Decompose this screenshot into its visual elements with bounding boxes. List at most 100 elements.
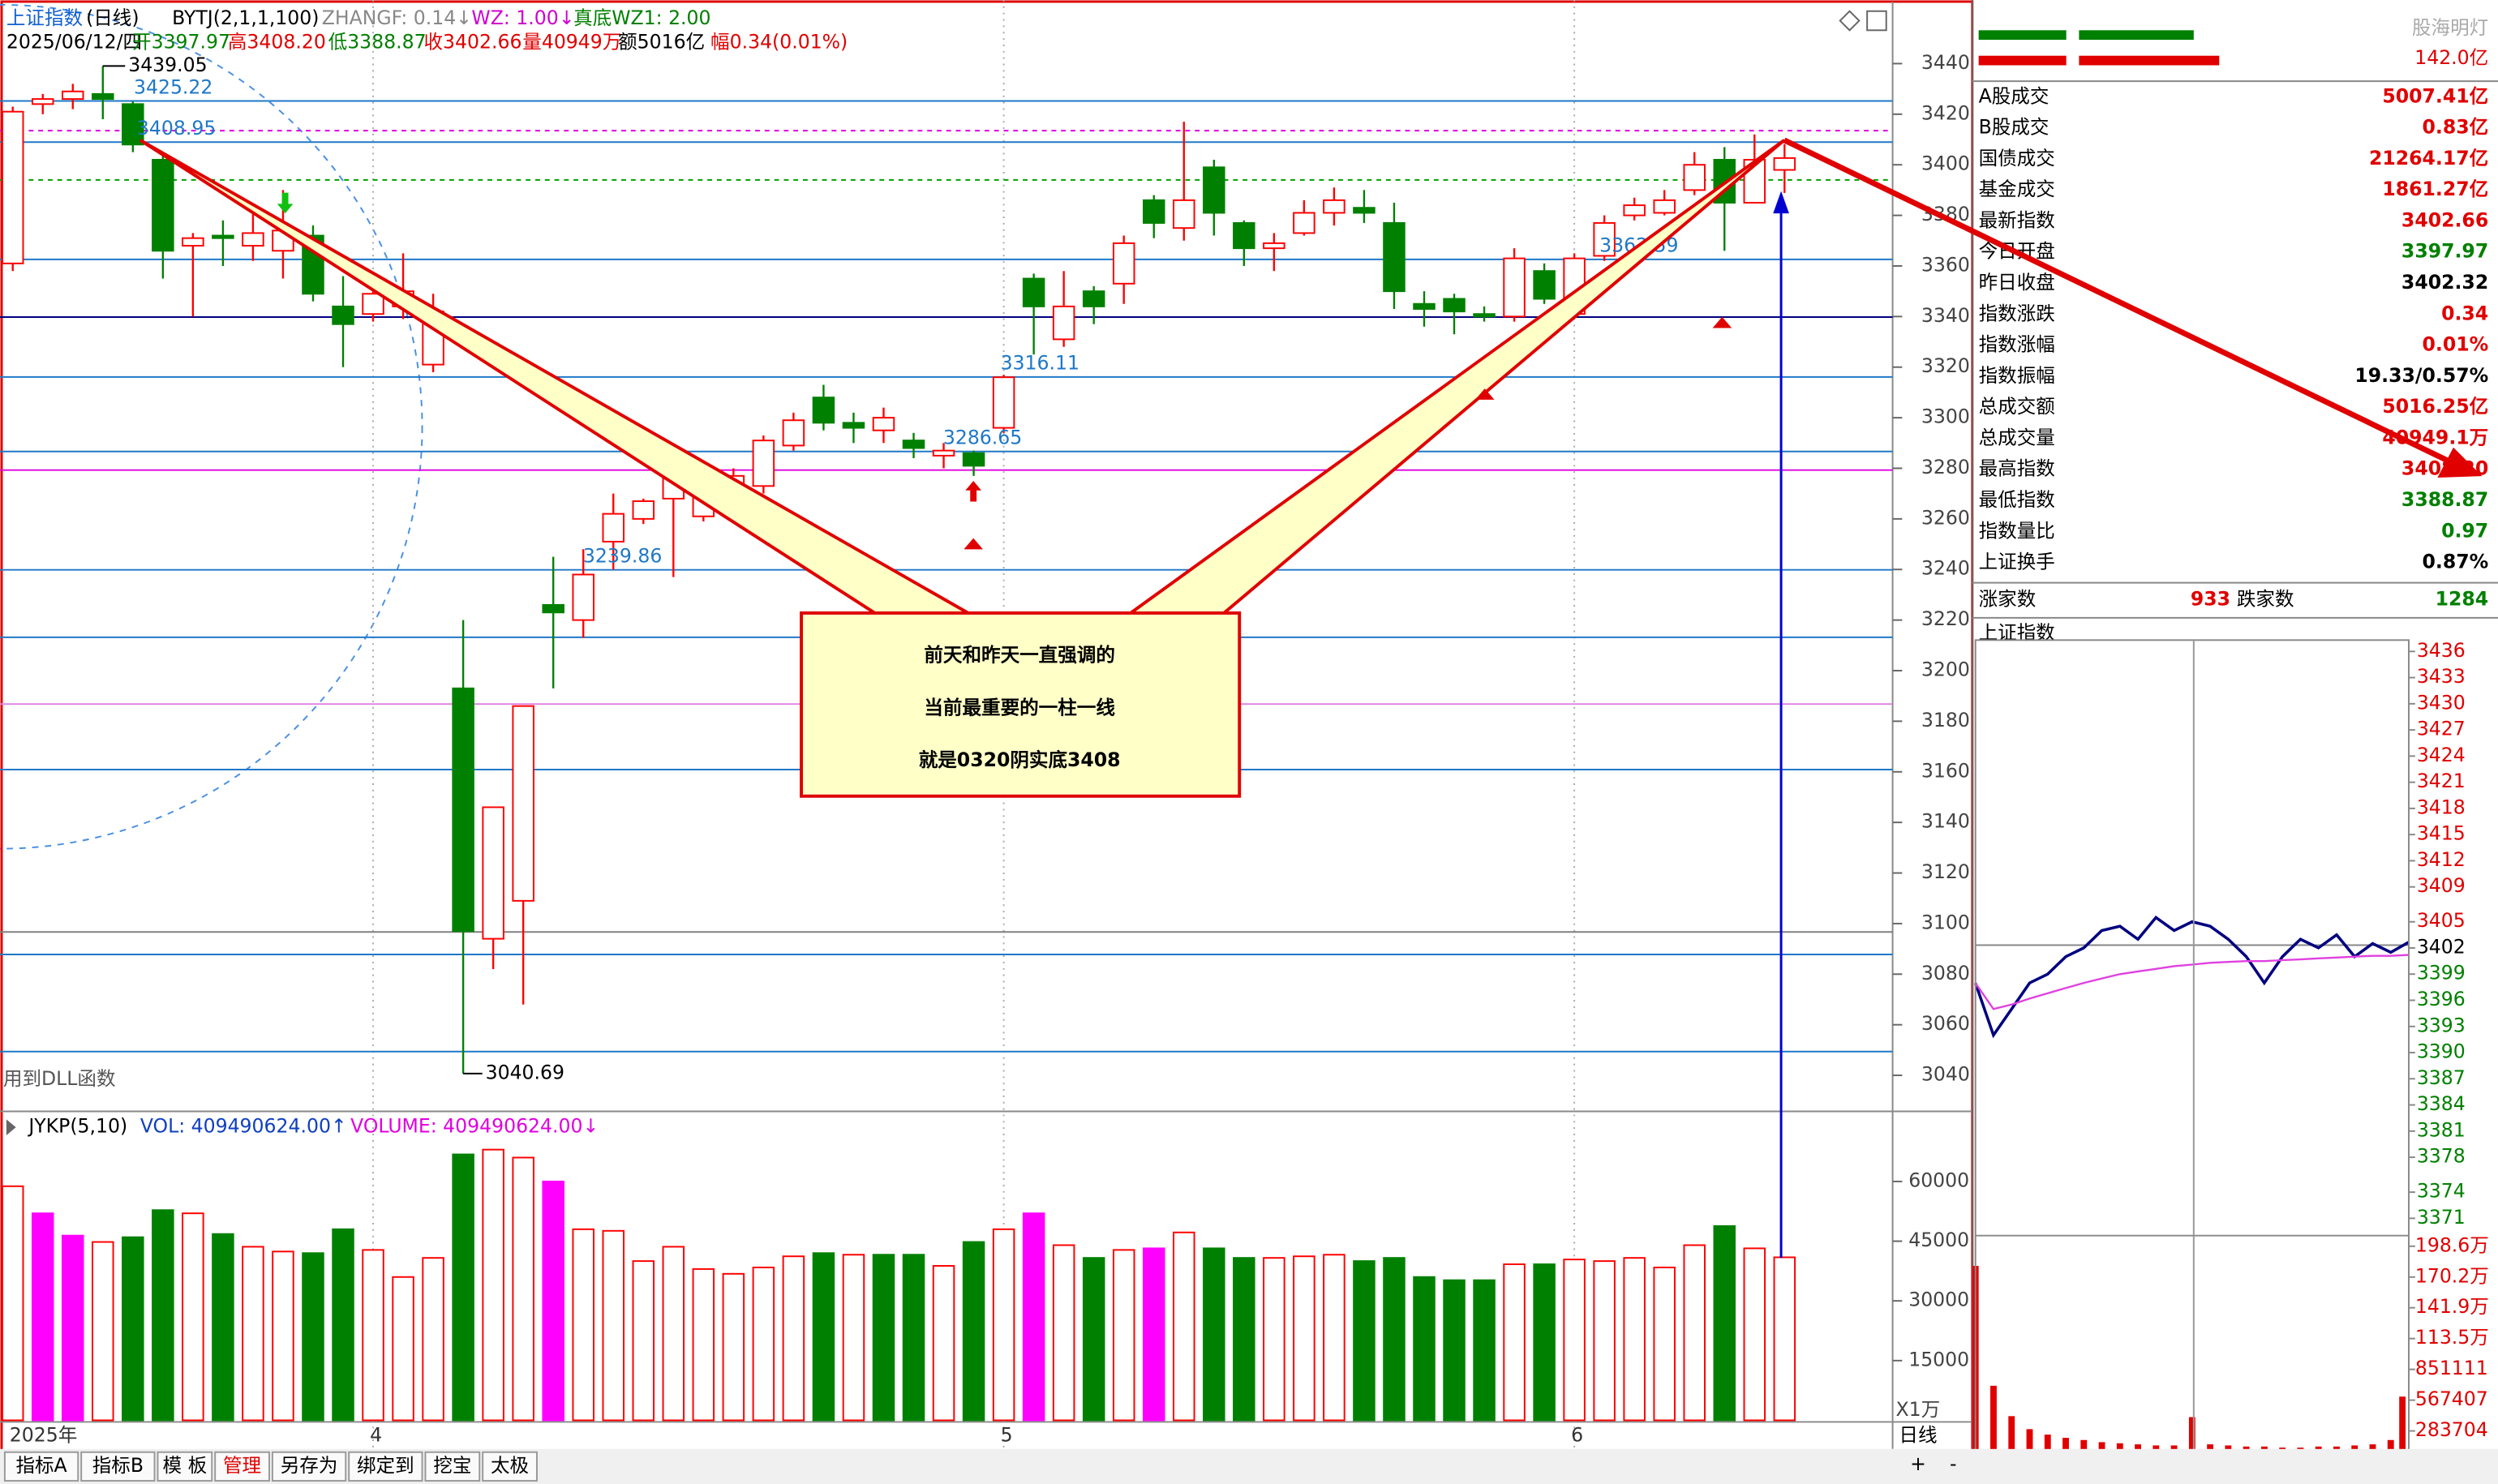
y-tick-label: 3399 — [2417, 962, 2466, 984]
tab[interactable] — [214, 1451, 270, 1482]
volume-bar — [422, 1257, 444, 1422]
volume-bar — [92, 1241, 114, 1422]
info-value: 19.33/0.57% — [2354, 364, 2488, 387]
volume-bar — [1323, 1254, 1346, 1422]
rise-label: 涨家数 — [1979, 588, 2037, 611]
volume-bar — [932, 1265, 955, 1422]
volume-bar — [632, 1260, 655, 1422]
indicator-value: 真底WZ1: 2.00 — [573, 6, 710, 29]
y-tick-label: 3384 — [2417, 1092, 2466, 1115]
high-label: 3439.05 — [128, 54, 207, 76]
candle-body — [512, 705, 534, 902]
signal-marker — [1474, 388, 1495, 400]
y-tick-label: 3160 — [1921, 759, 1970, 782]
candle-body — [1503, 257, 1526, 318]
tab-label[interactable]: 太极 — [491, 1454, 529, 1477]
x-tick-label: 5 — [1001, 1424, 1013, 1447]
volume-bar — [1052, 1244, 1075, 1422]
symbol-name[interactable]: 上证指数 — [6, 6, 83, 29]
tab-label[interactable]: 绑定到 — [357, 1454, 414, 1477]
signal-marker — [964, 538, 983, 550]
zoom-in[interactable]: + — [1910, 1452, 1926, 1475]
candle-body — [542, 603, 564, 614]
volume-bar — [1173, 1231, 1195, 1422]
y-tick-label: 15000 — [1908, 1348, 1969, 1370]
info-label: 最高指数 — [1979, 457, 2055, 480]
rise-count: 933 — [2191, 588, 2230, 611]
candle-body — [1263, 242, 1285, 250]
tab-label[interactable]: 指标B — [92, 1454, 144, 1477]
y-tick-label: 3360 — [1921, 253, 1970, 276]
header: 上证指数 (日线) BYTJ(2,1,1,100) ZHANGF: 0.14↓ … — [6, 6, 1887, 54]
y-tick-label: 3380 — [1921, 203, 1970, 225]
y-tick-label: 851111 — [2415, 1357, 2488, 1379]
y-tick-label: 3371 — [2417, 1206, 2466, 1229]
info-value: 5016.25亿 — [2382, 395, 2488, 418]
price-line — [1974, 954, 2410, 1010]
y-tick-label: 283704 — [2415, 1418, 2488, 1441]
candle-body — [212, 234, 234, 239]
tab-label[interactable]: 模 板 — [163, 1454, 208, 1477]
tab[interactable] — [157, 1451, 213, 1482]
candle-body — [1112, 242, 1135, 285]
period: (日线) — [86, 6, 139, 29]
tab[interactable] — [80, 1451, 156, 1482]
volume-bar — [692, 1267, 715, 1422]
tab[interactable] — [424, 1451, 481, 1482]
info-label: 总成交量 — [1979, 426, 2055, 448]
tab[interactable] — [348, 1451, 423, 1482]
candle-body — [1203, 166, 1225, 214]
y-tick-label: 3400 — [1921, 152, 1970, 175]
y-tick-label: 3120 — [1921, 860, 1970, 883]
y-tick-label: 3378 — [2417, 1145, 2466, 1168]
y-tick-label: 30000 — [1908, 1289, 1969, 1311]
y-tick-label: 3100 — [1921, 911, 1970, 933]
tab-label[interactable]: 挖宝 — [433, 1454, 471, 1477]
highlight-circle — [0, 4, 423, 850]
tab[interactable] — [482, 1451, 538, 1482]
info-value: 1861.27亿 — [2382, 178, 2488, 200]
candle-body — [1, 110, 24, 264]
candle-body — [1773, 157, 1796, 171]
open: 开3397.97 — [132, 31, 230, 54]
close: 收3402.66 — [423, 31, 521, 54]
info-label: 上证换手 — [1979, 551, 2055, 573]
tab-label[interactable]: 另存为 — [281, 1454, 338, 1477]
volume-bar — [272, 1250, 294, 1422]
candle-body — [242, 232, 264, 247]
candle-body — [842, 422, 865, 429]
period-tab[interactable]: 日线 — [1899, 1424, 1937, 1447]
zoom-out[interactable]: - — [1950, 1452, 1957, 1475]
tab[interactable] — [271, 1451, 347, 1482]
callout-text: 就是0320阴实底3408 — [919, 748, 1121, 771]
candle-body — [452, 687, 474, 933]
indicator: BYTJ(2,1,1,100) — [172, 6, 319, 29]
tab-label[interactable]: 指标A — [15, 1454, 67, 1477]
icon[interactable] — [1839, 10, 1861, 32]
info-label: 基金成交 — [1979, 178, 2055, 200]
tab[interactable] — [3, 1451, 79, 1482]
x-tick-label: 6 — [1571, 1424, 1583, 1447]
y-tick-label: 3374 — [2417, 1180, 2466, 1203]
tab-bar: 日线 + - 指标A 指标B 模 板管理 另存为 绑定到 挖宝 太极 — [0, 1424, 2498, 1484]
volume-indicator: JYKP(5,10) — [27, 1115, 127, 1138]
volume-bar — [902, 1254, 925, 1422]
y-tick-label: 3390 — [2417, 1040, 2466, 1063]
intraday-volume-bar — [2188, 1417, 2195, 1462]
info-label: A股成交 — [1979, 84, 2049, 107]
y-tick-label: 3436 — [2417, 639, 2466, 662]
info-value: 0.01% — [2422, 333, 2488, 356]
indicator-value: ZHANGF: 0.14↓ — [322, 6, 472, 29]
volume-bar — [1593, 1260, 1616, 1422]
y-tick-label: 3280 — [1921, 456, 1970, 478]
y-tick-label: 3396 — [2417, 988, 2466, 1010]
icon[interactable] — [1866, 10, 1887, 32]
low: 低3388.87 — [328, 31, 427, 54]
y-tick-label: 3424 — [2417, 744, 2466, 766]
candle-body — [1323, 199, 1346, 214]
candle-body — [602, 513, 624, 543]
volume-bar — [1233, 1257, 1255, 1422]
info-label: 指数涨跌 — [1979, 302, 2055, 324]
tab-label[interactable]: 管理 — [223, 1454, 261, 1477]
